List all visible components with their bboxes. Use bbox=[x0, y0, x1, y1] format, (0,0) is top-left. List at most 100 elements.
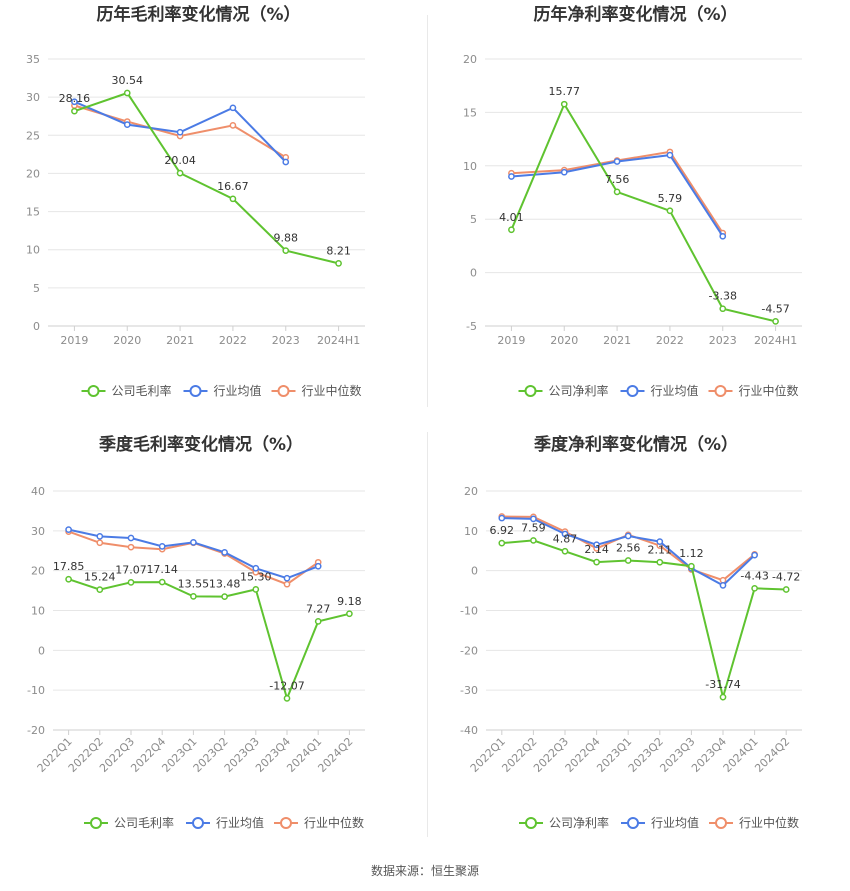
legend-item-industry-avg[interactable]: 行业均值 bbox=[621, 815, 699, 830]
data-point-company[interactable] bbox=[282, 247, 290, 254]
data-point-industry-avg[interactable] bbox=[283, 574, 291, 582]
x-tick-label: 2020 bbox=[550, 334, 578, 347]
data-point-company[interactable] bbox=[346, 610, 353, 618]
legend-item-company[interactable]: 公司毛利率 bbox=[84, 815, 174, 830]
data-point-industry-avg[interactable] bbox=[229, 104, 237, 112]
data-point-company[interactable] bbox=[498, 539, 506, 547]
data-point-industry-avg[interactable] bbox=[176, 128, 184, 136]
data-point-company[interactable] bbox=[782, 586, 790, 593]
data-point-industry-avg[interactable] bbox=[221, 548, 228, 556]
legend-item-industry-avg[interactable]: 行业均值 bbox=[186, 815, 264, 830]
x-tick-label: 2022 bbox=[219, 334, 247, 347]
series-line-company bbox=[501, 539, 787, 701]
x-tick-label: 2024H1 bbox=[317, 334, 360, 347]
data-point-industry-avg[interactable] bbox=[498, 514, 506, 522]
data-point-company[interactable] bbox=[123, 89, 131, 97]
data-point-industry-avg[interactable] bbox=[71, 98, 78, 106]
data-point-industry-avg[interactable] bbox=[561, 530, 569, 538]
data-point-company[interactable] bbox=[613, 188, 621, 196]
data-point-industry-median[interactable] bbox=[283, 580, 291, 588]
data-point-industry-median[interactable] bbox=[96, 539, 104, 547]
data-point-industry-avg[interactable] bbox=[282, 158, 290, 166]
data-label: 1.12 bbox=[679, 547, 704, 560]
legend-item-industry-median[interactable]: 行业中位数 bbox=[708, 383, 799, 398]
data-point-company[interactable] bbox=[593, 558, 600, 566]
legend-item-company[interactable]: 公司毛利率 bbox=[81, 383, 172, 398]
data-point-industry-avg[interactable] bbox=[751, 551, 758, 559]
data-point-industry-avg[interactable] bbox=[190, 539, 197, 546]
data-point-industry-avg[interactable] bbox=[624, 532, 632, 540]
data-point-industry-median[interactable] bbox=[127, 543, 135, 551]
data-point-industry-avg[interactable] bbox=[158, 543, 166, 550]
data-point-company[interactable] bbox=[530, 537, 537, 544]
legend-item-industry-median[interactable]: 行业中位数 bbox=[709, 815, 799, 830]
data-point-industry-avg[interactable] bbox=[530, 515, 537, 523]
data-point-industry-avg[interactable] bbox=[252, 564, 260, 572]
data-point-company[interactable] bbox=[229, 195, 237, 203]
data-label: 2.56 bbox=[616, 541, 641, 554]
legend-item-company[interactable]: 公司净利率 bbox=[518, 383, 609, 398]
data-point-industry-avg[interactable] bbox=[656, 538, 664, 545]
data-point-company[interactable] bbox=[666, 207, 674, 215]
chart-annual-net-margin: 历年净利率变化情况（%） -5 0 5 10 15 20 2019 2020 2021 2022 20… bbox=[425, 0, 850, 430]
data-point-industry-avg[interactable] bbox=[314, 562, 322, 570]
data-point-company[interactable] bbox=[96, 586, 104, 593]
data-point-industry-avg[interactable] bbox=[96, 533, 104, 540]
legend-item-industry-median[interactable]: 行业中位数 bbox=[274, 815, 364, 830]
x-tick-label: 2023 bbox=[709, 334, 737, 347]
y-tick-label: 0 bbox=[470, 267, 477, 280]
data-point-company[interactable] bbox=[176, 169, 184, 177]
data-point-industry-avg[interactable] bbox=[613, 158, 621, 165]
data-point-company[interactable] bbox=[751, 584, 758, 592]
data-label: 7.56 bbox=[605, 173, 630, 186]
legend-item-company[interactable]: 公司净利率 bbox=[519, 815, 609, 830]
legend-marker-icon bbox=[714, 385, 727, 397]
data-point-industry-avg[interactable] bbox=[666, 151, 674, 159]
data-label: 5.79 bbox=[658, 192, 683, 205]
data-point-company[interactable] bbox=[656, 558, 664, 566]
data-point-company[interactable] bbox=[719, 693, 727, 701]
data-point-industry-avg[interactable] bbox=[719, 582, 727, 589]
x-tick-label: 2020 bbox=[113, 334, 141, 347]
data-point-company[interactable] bbox=[221, 593, 228, 600]
data-point-industry-avg[interactable] bbox=[65, 526, 72, 533]
data-point-company[interactable] bbox=[688, 562, 695, 570]
data-point-company[interactable] bbox=[65, 575, 72, 583]
data-point-company[interactable] bbox=[561, 547, 569, 555]
data-point-company[interactable] bbox=[71, 107, 78, 115]
data-point-company[interactable] bbox=[158, 578, 166, 586]
x-tick-label: 2024Q2 bbox=[315, 735, 355, 775]
data-point-company[interactable] bbox=[719, 305, 727, 313]
legend-item-industry-median[interactable]: 行业中位数 bbox=[271, 383, 362, 398]
data-point-company[interactable] bbox=[283, 695, 291, 702]
legend-item-industry-avg[interactable]: 行业均值 bbox=[620, 383, 699, 398]
data-point-company[interactable] bbox=[560, 100, 568, 108]
y-tick-label: 20 bbox=[464, 485, 478, 498]
y-tick-label: -5 bbox=[466, 320, 477, 333]
x-tick-label: 2023 bbox=[272, 334, 300, 347]
data-point-industry-avg[interactable] bbox=[123, 121, 131, 128]
data-point-industry-median[interactable] bbox=[229, 122, 237, 129]
data-point-company[interactable] bbox=[624, 557, 632, 564]
chart-svg: 历年净利率变化情况（%） -5 0 5 10 15 20 2019 2020 2021 2022 20… bbox=[463, 4, 802, 398]
data-point-industry-avg[interactable] bbox=[593, 541, 600, 549]
data-point-company[interactable] bbox=[508, 226, 515, 234]
y-tick-label: -30 bbox=[460, 684, 478, 697]
data-point-industry-median[interactable] bbox=[719, 576, 727, 584]
data-point-industry-avg[interactable] bbox=[719, 232, 727, 240]
data-label: -3.38 bbox=[709, 290, 737, 303]
data-point-industry-avg[interactable] bbox=[560, 168, 568, 176]
data-point-company[interactable] bbox=[127, 578, 135, 586]
series-line-company bbox=[510, 101, 776, 323]
x-tick-label: 2021 bbox=[166, 334, 194, 347]
data-point-company[interactable] bbox=[314, 618, 322, 625]
data-point-industry-avg[interactable] bbox=[508, 173, 515, 180]
y-tick-label: 5 bbox=[470, 213, 477, 226]
data-point-company[interactable] bbox=[772, 318, 779, 325]
data-point-company[interactable] bbox=[252, 586, 260, 593]
data-point-company[interactable] bbox=[335, 260, 342, 267]
data-point-company[interactable] bbox=[190, 593, 197, 600]
data-label: 15.77 bbox=[549, 85, 581, 98]
data-point-industry-avg[interactable] bbox=[127, 534, 135, 542]
legend-item-industry-avg[interactable]: 行业均值 bbox=[183, 383, 262, 398]
